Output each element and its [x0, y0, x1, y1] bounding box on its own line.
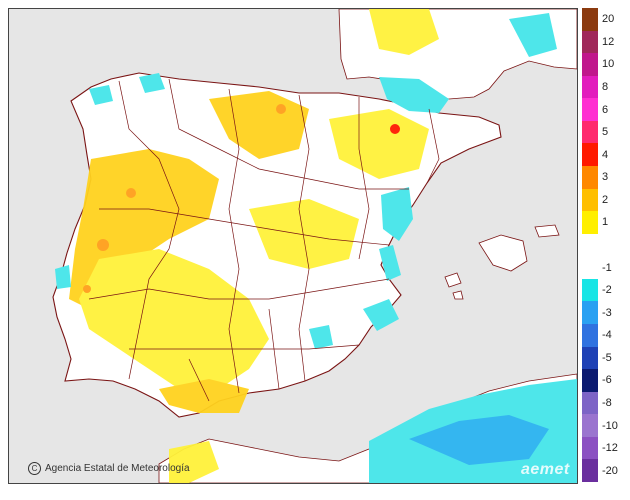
legend-label: -3 [602, 306, 612, 319]
legend-swatch [582, 8, 598, 31]
legend-swatch [582, 166, 598, 189]
legend-swatch [582, 256, 598, 280]
legend-swatch [582, 98, 598, 122]
legend-swatch [582, 346, 598, 370]
legend-swatch [582, 301, 598, 325]
legend-swatch [582, 324, 598, 347]
menorca-island [534, 224, 560, 238]
legend-swatch [582, 53, 598, 77]
anomaly-map: aemet [8, 8, 578, 484]
ibiza-island [444, 272, 462, 288]
legend-swatch [582, 278, 598, 302]
legend-label: 12 [602, 35, 615, 48]
color-legend: 20 12 10 8 6 5 4 3 2 1 -1 -2 -3 -4 -5 -6 -8 -10 -12 -20 [582, 8, 628, 483]
formentera-island [452, 290, 464, 300]
legend-label: -20 [602, 464, 618, 477]
aemet-logo-text: aemet [521, 461, 570, 478]
copyright-icon: C [28, 462, 41, 475]
legend-swatch [582, 391, 598, 415]
legend-label: 4 [602, 148, 609, 161]
legend-label: -1 [602, 261, 612, 274]
credit-text: Agencia Estatal de Meteorología [45, 463, 190, 474]
legend-swatch [582, 459, 598, 483]
legend-swatch [582, 120, 598, 144]
legend-swatch [582, 233, 598, 257]
legend-swatch [582, 75, 598, 99]
legend-label: -8 [602, 397, 612, 409]
legend-label: 5 [602, 126, 609, 139]
legend-label: -4 [602, 329, 612, 342]
legend-swatch [582, 188, 598, 212]
positive-anomaly-areas [69, 9, 439, 483]
mallorca-island [478, 234, 528, 272]
legend-swatch [582, 30, 598, 54]
legend-swatch [582, 369, 598, 393]
legend-label: 20 [602, 13, 615, 26]
legend-label: 8 [602, 81, 609, 93]
legend-label: -10 [602, 419, 618, 432]
legend-label: 2 [602, 193, 609, 206]
negative-anomaly-areas [55, 13, 577, 483]
legend-label: 3 [602, 171, 609, 184]
map-canvas [9, 9, 577, 483]
legend-label: 1 [602, 216, 609, 229]
legend-label: -2 [602, 284, 612, 297]
legend-swatch [582, 143, 598, 167]
legend-label: 10 [602, 58, 615, 71]
legend-label: -6 [602, 374, 612, 387]
province-borders [88, 78, 440, 402]
legend-label: -5 [602, 351, 612, 364]
legend-swatch [582, 436, 598, 460]
legend-label: -12 [602, 442, 618, 455]
legend-swatch [582, 211, 598, 235]
legend-label: 6 [602, 103, 609, 116]
credit-line: C Agencia Estatal de Meteorología [28, 462, 190, 475]
legend-swatch [582, 414, 598, 438]
